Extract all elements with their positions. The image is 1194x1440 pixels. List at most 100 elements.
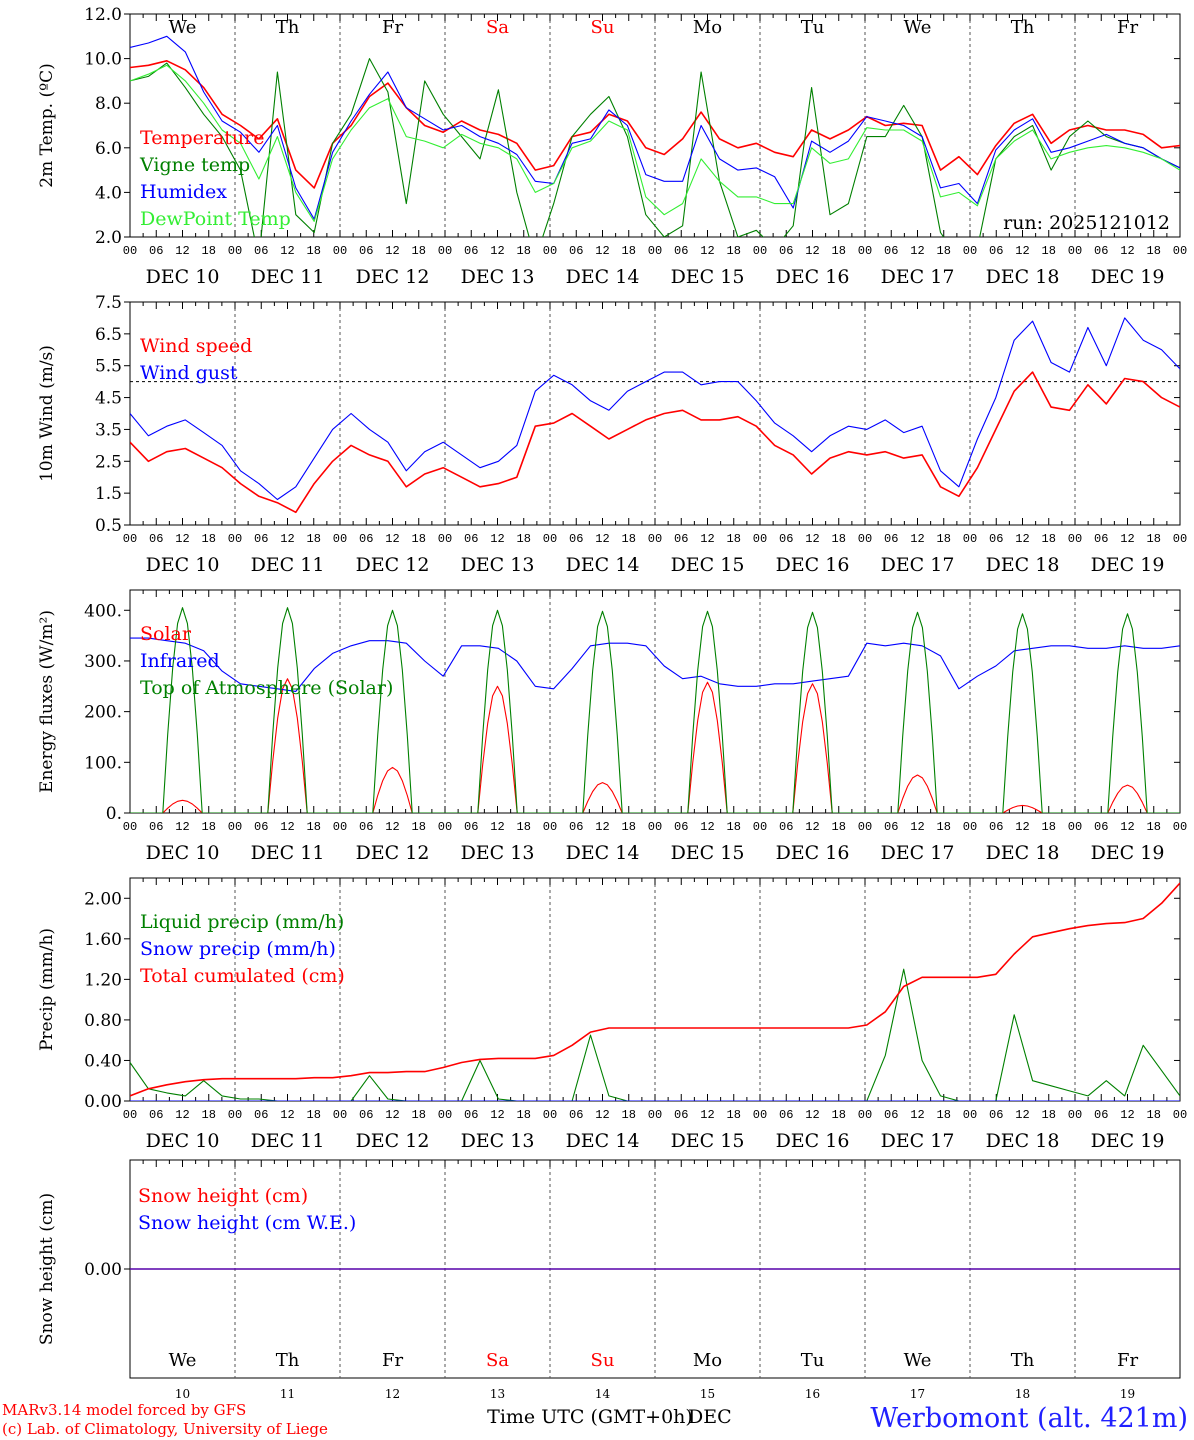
- wind-ytick-label: 1.5: [95, 484, 122, 504]
- precip-series-liquid-precip-mm-h-: [130, 968, 1180, 1101]
- hour-tick-label: 00: [333, 532, 347, 546]
- day-number-label: 12: [385, 1387, 400, 1401]
- hour-tick-label: 06: [884, 532, 898, 546]
- day-number-label: 19: [1120, 1387, 1135, 1401]
- day-number-label: 10: [175, 1387, 190, 1401]
- wind-ytick-label: 0.5: [95, 516, 122, 536]
- hour-tick-label: 06: [254, 532, 268, 546]
- hour-tick-label: 00: [963, 244, 977, 258]
- temperature-ytick-label: 8.0: [95, 94, 122, 114]
- hour-tick-label: 12: [1120, 820, 1134, 834]
- hour-tick-label: 00: [753, 244, 767, 258]
- model-credit: MARv3.14 model forced by GFS: [2, 1401, 246, 1419]
- hour-tick-label: 00: [543, 820, 557, 834]
- wind-series-group: [130, 317, 1180, 514]
- date-label: DEC 16: [776, 842, 850, 864]
- hour-tick-label: 06: [149, 532, 163, 546]
- hour-tick-label: 06: [359, 244, 373, 258]
- hour-tick-label: 00: [1068, 532, 1082, 546]
- hour-tick-label: 12: [385, 820, 399, 834]
- hour-tick-label: 18: [937, 532, 951, 546]
- weekday-label: We: [904, 17, 932, 38]
- snow-panel: 0.00 Snow height (cm) Snow height (cm) Snow…: [37, 1159, 1181, 1401]
- hour-tick-label: 06: [569, 820, 583, 834]
- date-label: DEC 11: [251, 266, 325, 288]
- hour-tick-label: 06: [884, 244, 898, 258]
- hour-tick-label: 00: [858, 532, 872, 546]
- hour-tick-label: 00: [438, 1108, 452, 1122]
- hour-tick-label: 00: [333, 820, 347, 834]
- energy-series-solar: [130, 678, 1180, 813]
- date-label: DEC 15: [671, 842, 745, 864]
- hour-tick-label: 06: [779, 1108, 793, 1122]
- station-name: Werbomont (alt. 421m): [870, 1403, 1188, 1434]
- energy-ytick-label: 100.: [84, 753, 122, 773]
- date-label: DEC 16: [776, 266, 850, 288]
- hour-tick-label: 00: [123, 1108, 137, 1122]
- hour-tick-label: 00: [1173, 532, 1187, 546]
- hour-tick-label: 00: [228, 820, 242, 834]
- hour-tick-label: 06: [149, 820, 163, 834]
- hour-tick-label: 18: [202, 244, 216, 258]
- hour-tick-label: 00: [123, 820, 137, 834]
- hour-tick-label: 12: [700, 1108, 714, 1122]
- hour-tick-label: 12: [910, 532, 924, 546]
- hour-tick-label: 00: [1173, 244, 1187, 258]
- hour-tick-label: 12: [595, 532, 609, 546]
- hour-tick-label: 00: [228, 244, 242, 258]
- wind-series-wind-gust: [130, 317, 1180, 501]
- date-label: DEC 10: [146, 1130, 220, 1152]
- wind-legend-item: Wind speed: [140, 335, 252, 357]
- hour-tick-label: 06: [464, 244, 478, 258]
- wind-ytick-label: 6.5: [95, 325, 122, 345]
- hour-tick-label: 12: [280, 1108, 294, 1122]
- snow-ytick-label: 0.00: [84, 1260, 122, 1280]
- date-label: DEC 14: [566, 266, 640, 288]
- hour-tick-label: 12: [910, 244, 924, 258]
- precip-ylabel: Precip (mm/h): [37, 928, 57, 1051]
- hour-tick-label: 12: [175, 1108, 189, 1122]
- hour-tick-label: 12: [1120, 532, 1134, 546]
- hour-tick-label: 12: [490, 532, 504, 546]
- hour-tick-label: 18: [727, 532, 741, 546]
- hour-tick-label: 06: [989, 820, 1003, 834]
- date-label: DEC 16: [776, 554, 850, 576]
- date-label: DEC 17: [881, 266, 955, 288]
- hour-tick-label: 00: [1068, 244, 1082, 258]
- date-label: DEC 19: [1091, 266, 1165, 288]
- hour-tick-label: 12: [700, 532, 714, 546]
- hour-tick-label: 18: [622, 532, 636, 546]
- hour-tick-label: 18: [937, 244, 951, 258]
- date-label: DEC 15: [671, 1130, 745, 1152]
- hour-tick-label: 12: [280, 244, 294, 258]
- hour-tick-label: 18: [517, 244, 531, 258]
- hour-tick-label: 00: [1068, 1108, 1082, 1122]
- wind-legend-item: Wind gust: [140, 362, 238, 384]
- date-label: DEC 13: [461, 554, 535, 576]
- hour-tick-label: 12: [805, 820, 819, 834]
- wind-series-wind-speed: [130, 371, 1180, 514]
- hour-tick-label: 06: [359, 532, 373, 546]
- energy-legend-item: Top of Atmosphere (Solar): [140, 677, 393, 699]
- date-label: DEC 17: [881, 842, 955, 864]
- hour-tick-label: 12: [595, 1108, 609, 1122]
- temperature-series-dewpoint-temp: [130, 64, 1180, 222]
- hour-tick-label: 06: [254, 820, 268, 834]
- wind-panel: 0.5 1.5 2.5 3.5 4.5 5.5 6.5 7.5 10m Wind (m/s) Wi…: [37, 293, 1187, 576]
- hour-tick-label: 06: [254, 244, 268, 258]
- temperature-legend-item: Humidex: [140, 181, 227, 203]
- temperature-ylabel: 2m Temp. (ºC): [37, 63, 57, 188]
- hour-tick-label: 06: [149, 1108, 163, 1122]
- wind-ytick-label: 7.5: [95, 293, 122, 313]
- energy-series-group: [130, 607, 1180, 813]
- hour-tick-label: 18: [622, 820, 636, 834]
- hour-tick-label: 18: [307, 244, 321, 258]
- hour-tick-label: 00: [543, 1108, 557, 1122]
- hour-tick-label: 12: [490, 244, 504, 258]
- weekday-label: Fr: [382, 1350, 403, 1371]
- hour-tick-label: 18: [622, 244, 636, 258]
- date-label: DEC 18: [986, 266, 1060, 288]
- temperature-ytick-label: 10.0: [84, 50, 122, 70]
- precip-ytick-label: 0.40: [84, 1051, 122, 1071]
- hour-tick-label: 12: [490, 1108, 504, 1122]
